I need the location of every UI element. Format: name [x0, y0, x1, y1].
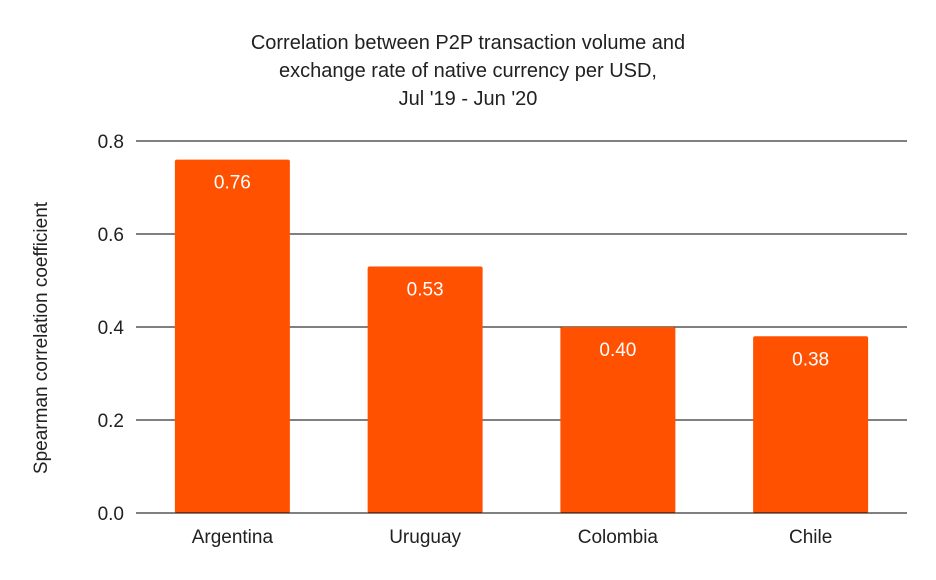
x-tick-label: Colombia	[578, 527, 659, 548]
y-tick-label: 0.4	[98, 318, 125, 339]
data-label: 0.76	[214, 173, 251, 194]
data-label: 0.40	[599, 340, 636, 361]
y-tick-label: 0.6	[98, 225, 124, 246]
x-tick-label: Chile	[789, 527, 832, 548]
y-tick-label: 0.2	[98, 411, 124, 432]
bar-chile	[753, 336, 869, 513]
bar-colombia	[560, 327, 676, 513]
y-tick-label: 0.0	[98, 504, 124, 525]
bar-uruguay	[367, 266, 483, 513]
y-axis-label: Spearman correlation coefficient	[31, 201, 52, 474]
chart-title-line-1: Correlation between P2P transaction volu…	[251, 32, 685, 54]
x-axis-ticks: Argentina Uruguay Colombia Chile	[136, 512, 907, 548]
data-labels: 0.76 0.53 0.40 0.38	[214, 173, 829, 371]
data-label: 0.38	[792, 349, 829, 370]
chart-title-line-3: Jul '19 - Jun '20	[399, 88, 538, 110]
bar-argentina	[174, 159, 290, 513]
y-tick-label: 0.8	[98, 132, 124, 153]
bars	[174, 159, 869, 513]
data-label: 0.53	[407, 280, 444, 301]
chart-title: Correlation between P2P transaction volu…	[251, 32, 685, 110]
x-tick-label: Uruguay	[389, 527, 461, 548]
y-axis-ticks: 0.0 0.2 0.4 0.6 0.8	[98, 132, 125, 525]
chart-title-line-2: exchange rate of native currency per USD…	[279, 60, 657, 82]
x-tick-label: Argentina	[192, 527, 274, 548]
